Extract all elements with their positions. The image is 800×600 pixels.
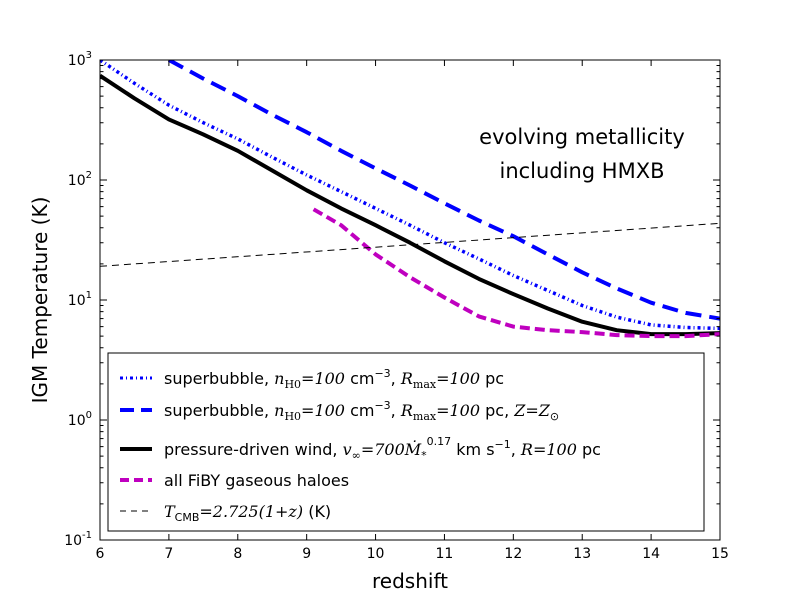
- legend-box: [107, 352, 705, 532]
- y-axis-title: IGM Temperature (K): [28, 197, 52, 404]
- series-line-3: [100, 74, 720, 337]
- series-line-4: [312, 207, 720, 339]
- y-tick-label: 103: [68, 50, 92, 69]
- annotation-line-1: evolving metallicity: [479, 125, 685, 149]
- legend-label-3: pressure-driven wind, v∞=700Ṁ*0.17 km s−…: [164, 435, 601, 462]
- y-tick-label: 102: [68, 170, 92, 189]
- y-tick-label: 101: [68, 290, 92, 309]
- legend-label-4: all FiBY gaseous haloes: [164, 471, 349, 490]
- legend-label-2: superbubble, nH0=100 cm−3, Rmax=100 pc, …: [164, 399, 559, 423]
- series-line-5: [100, 222, 720, 267]
- x-tick-label: 7: [164, 546, 173, 562]
- x-tick-label: 10: [367, 546, 385, 562]
- annotation-line-2: including HMXB: [499, 159, 664, 183]
- x-tick-label: 13: [573, 546, 591, 562]
- series-layer: [100, 60, 720, 339]
- x-tick-label: 11: [436, 546, 454, 562]
- series-line-1: [100, 60, 720, 331]
- legend: superbubble, nH0=100 cm−3, Rmax=100 pc s…: [107, 352, 705, 532]
- x-tick-label: 12: [504, 546, 522, 562]
- legend-label-1: superbubble, nH0=100 cm−3, Rmax=100 pc: [164, 367, 504, 391]
- legend-label-5: TCMB=2.725(1+z) (K): [164, 502, 331, 524]
- x-tick-label: 8: [233, 546, 242, 562]
- x-tick-label: 14: [642, 546, 660, 562]
- y-tick-label: 10-1: [64, 530, 92, 549]
- x-tick-label: 15: [711, 546, 729, 562]
- tick-layer: 6 7 8 9 10 11 12 13 14 15 10-1 100 101 102 103: [64, 50, 729, 562]
- x-axis-title: redshift: [372, 569, 448, 593]
- plot-frame: [99, 59, 721, 541]
- x-tick-label: 6: [96, 546, 105, 562]
- y-tick-label: 100: [68, 410, 92, 429]
- series-line-2: [167, 60, 720, 321]
- x-tick-label: 9: [302, 546, 311, 562]
